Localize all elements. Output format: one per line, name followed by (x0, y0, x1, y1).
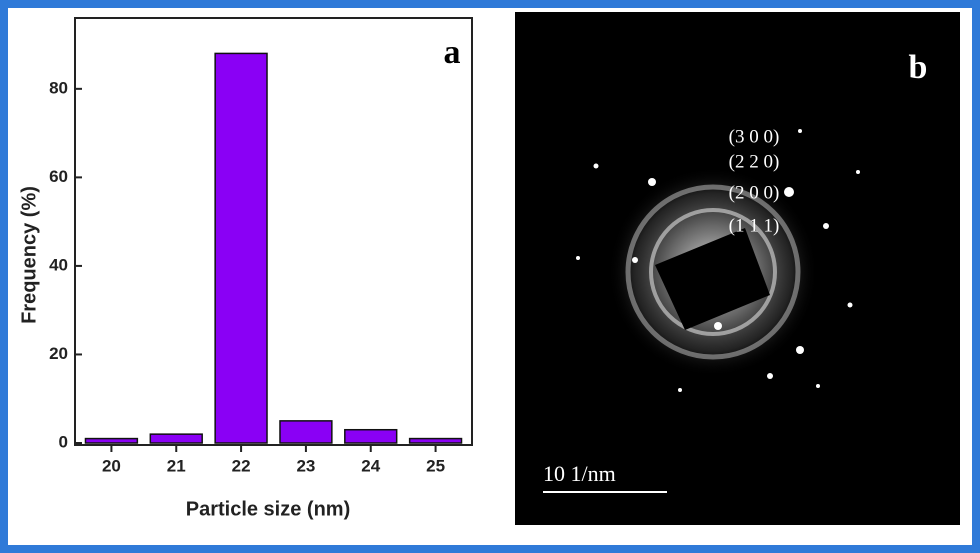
x-tick-label: 22 (232, 456, 251, 475)
spot (576, 256, 580, 260)
spot (856, 170, 860, 174)
bar (214, 52, 268, 444)
plot-frame (74, 17, 473, 446)
spot (593, 163, 599, 169)
bar (344, 428, 398, 444)
diffraction-spots (576, 129, 860, 392)
x-tick-label: 21 (167, 456, 186, 475)
bar-chart: a Particle size (nm) Frequency (%) 0 20 40… (18, 17, 473, 520)
ring-label: (2 2 0) (729, 151, 780, 172)
ring-label: (1 1 1) (729, 215, 780, 236)
x-tick-label: 24 (361, 456, 380, 475)
bar (279, 420, 333, 444)
spot (823, 223, 829, 229)
ring-label: (2 0 0) (729, 182, 780, 203)
scale-bar-label: 10 1/nm (543, 461, 616, 486)
y-tick-label: 0 (59, 432, 68, 451)
spot (798, 129, 802, 133)
y-tick-label: 80 (49, 78, 68, 97)
y-tick-label: 20 (49, 344, 68, 363)
ring (649, 208, 777, 336)
spot (784, 187, 794, 197)
y-tick-label: 60 (49, 167, 68, 186)
spot (816, 384, 820, 388)
ring-label: (3 0 0) (729, 126, 780, 147)
bar (149, 433, 203, 444)
spot (714, 322, 722, 330)
spot (767, 373, 773, 379)
spot (678, 388, 682, 392)
panel-label: a (444, 34, 461, 71)
panel-label: b (909, 49, 928, 86)
spot (796, 346, 804, 354)
diffraction-panel: (3 0 0) (2 2 0) (2 0 0) (1 1 1) b 10 1/n… (515, 12, 960, 525)
bar (408, 437, 463, 444)
spot (632, 257, 638, 263)
bar (84, 437, 139, 444)
spot (648, 178, 656, 186)
y-axis-title: Frequency (%) (18, 186, 40, 324)
ring (625, 184, 801, 360)
beam-stop (655, 228, 770, 330)
x-tick-label: 20 (102, 456, 121, 475)
x-tick-label: 25 (426, 456, 445, 475)
y-tick-label: 40 (49, 255, 68, 274)
x-tick-label: 23 (296, 456, 315, 475)
spot (847, 302, 853, 308)
x-axis-title: Particle size (nm) (186, 498, 351, 520)
